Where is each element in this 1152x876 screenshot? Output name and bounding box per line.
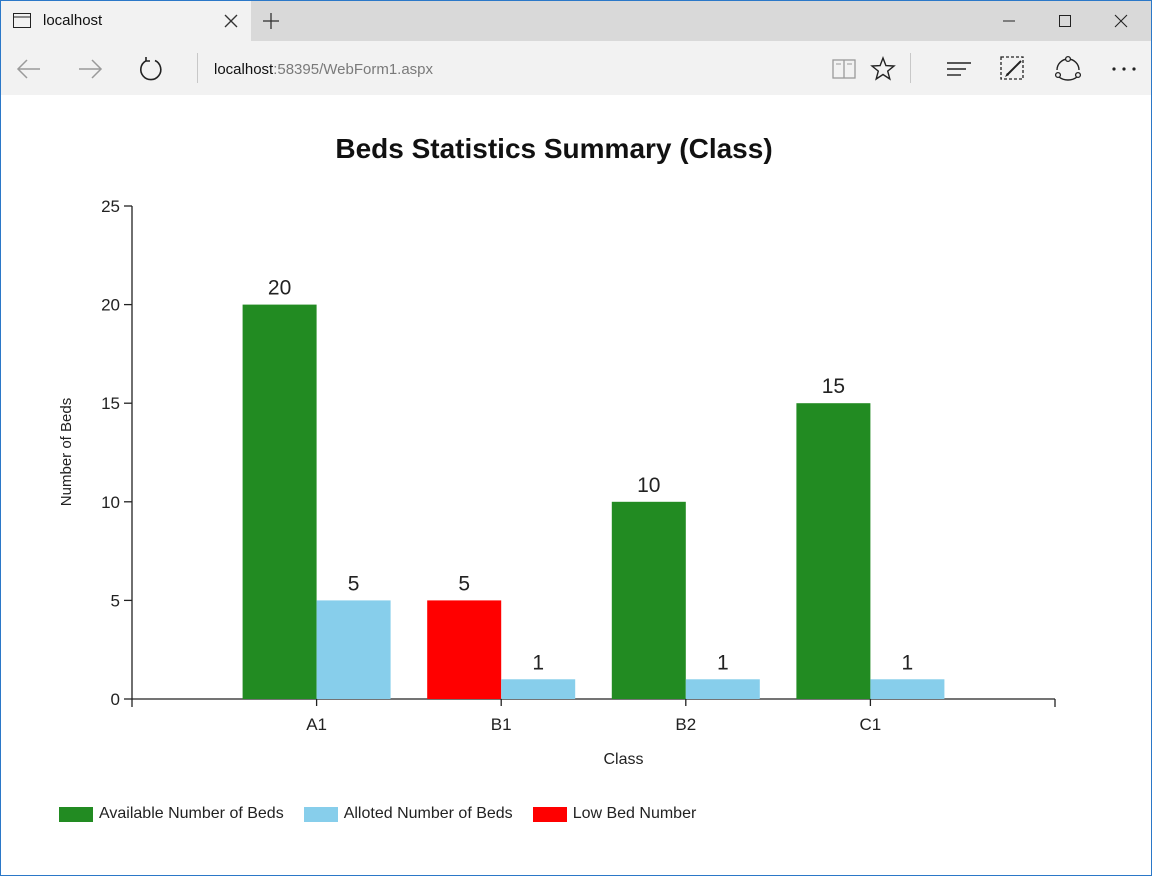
data-label: 20: [268, 277, 291, 300]
minimize-icon: [1003, 20, 1015, 22]
back-arrow-icon[interactable]: [15, 55, 43, 83]
bar: [685, 679, 760, 699]
more-icon[interactable]: [1110, 55, 1138, 83]
bar-chart: 0 5 10 15 20 25 A1 20 5 B1 5 1 B2 10 1 C1 15 1 Class Number…: [58, 197, 1056, 768]
x-tick-label: B1: [491, 715, 512, 734]
legend-item: Available Number of Beds: [59, 805, 284, 823]
star-icon[interactable]: [869, 55, 897, 83]
bar: [611, 501, 686, 699]
data-label: 5: [348, 572, 360, 595]
y-tick-label: 20: [101, 296, 120, 315]
browser-tab[interactable]: localhost: [1, 1, 251, 41]
legend-swatch: [532, 806, 567, 822]
data-label: 1: [902, 651, 914, 674]
bar: [796, 403, 871, 699]
separator: [197, 53, 198, 83]
share-icon[interactable]: [1054, 55, 1082, 83]
hub-icon[interactable]: [945, 55, 973, 83]
bar: [242, 304, 317, 699]
address-bar[interactable]: localhost:58395/WebForm1.aspx: [214, 61, 433, 78]
address-path: :58395/WebForm1.aspx: [273, 61, 434, 78]
separator: [910, 53, 911, 83]
y-tick-label: 5: [111, 591, 120, 610]
window-close-icon: [1114, 14, 1128, 28]
maximize-icon: [1059, 15, 1071, 27]
y-tick-label: 10: [101, 493, 120, 512]
book-icon[interactable]: [830, 55, 858, 83]
page-content: Beds Statistics Summary (Class) 0 5 10 15 20…: [1, 95, 1151, 875]
legend-item: Low Bed Number: [532, 805, 697, 823]
bar: [427, 600, 502, 699]
data-label: 1: [717, 651, 729, 674]
legend-label: Available Number of Beds: [99, 805, 284, 822]
chart-legend: Available Number of Beds Alloted Number o…: [59, 805, 716, 825]
address-host: localhost: [214, 61, 274, 78]
bar: [870, 679, 945, 699]
legend-swatch: [59, 806, 93, 822]
x-tick-label: C1: [860, 715, 882, 734]
x-tick-label: A1: [306, 715, 327, 734]
y-axis-label: Number of Beds: [58, 398, 75, 506]
bar: [501, 679, 576, 699]
refresh-icon[interactable]: [137, 55, 165, 83]
data-label: 15: [822, 375, 845, 398]
legend-label: Alloted Number of Beds: [343, 805, 513, 822]
legend-item: Alloted Number of Beds: [303, 805, 513, 823]
data-label: 5: [458, 572, 470, 595]
y-tick-label: 15: [101, 394, 120, 413]
legend-swatch: [303, 806, 338, 822]
page-icon: [13, 13, 31, 28]
legend-label: Low Bed Number: [572, 805, 697, 822]
window-close-button[interactable]: [1095, 1, 1147, 41]
chart-title: Beds Statistics Summary (Class): [335, 133, 773, 164]
bar: [316, 600, 391, 699]
data-label: 1: [532, 651, 544, 674]
minimize-button[interactable]: [983, 1, 1035, 41]
tab-bar: localhost: [1, 1, 1151, 41]
data-label: 10: [637, 474, 660, 497]
close-icon[interactable]: [223, 13, 239, 29]
y-tick-label: 0: [111, 690, 120, 709]
x-tick-label: B2: [675, 715, 696, 734]
maximize-button[interactable]: [1039, 1, 1091, 41]
x-axis-label: Class: [603, 751, 643, 768]
tab-title: localhost: [43, 12, 103, 29]
y-tick-label: 25: [101, 197, 120, 216]
plus-icon[interactable]: [262, 12, 280, 30]
forward-arrow-icon[interactable]: [76, 55, 104, 83]
navigation-bar: localhost:58395/WebForm1.aspx: [1, 41, 1151, 95]
pen-icon[interactable]: [999, 55, 1027, 83]
